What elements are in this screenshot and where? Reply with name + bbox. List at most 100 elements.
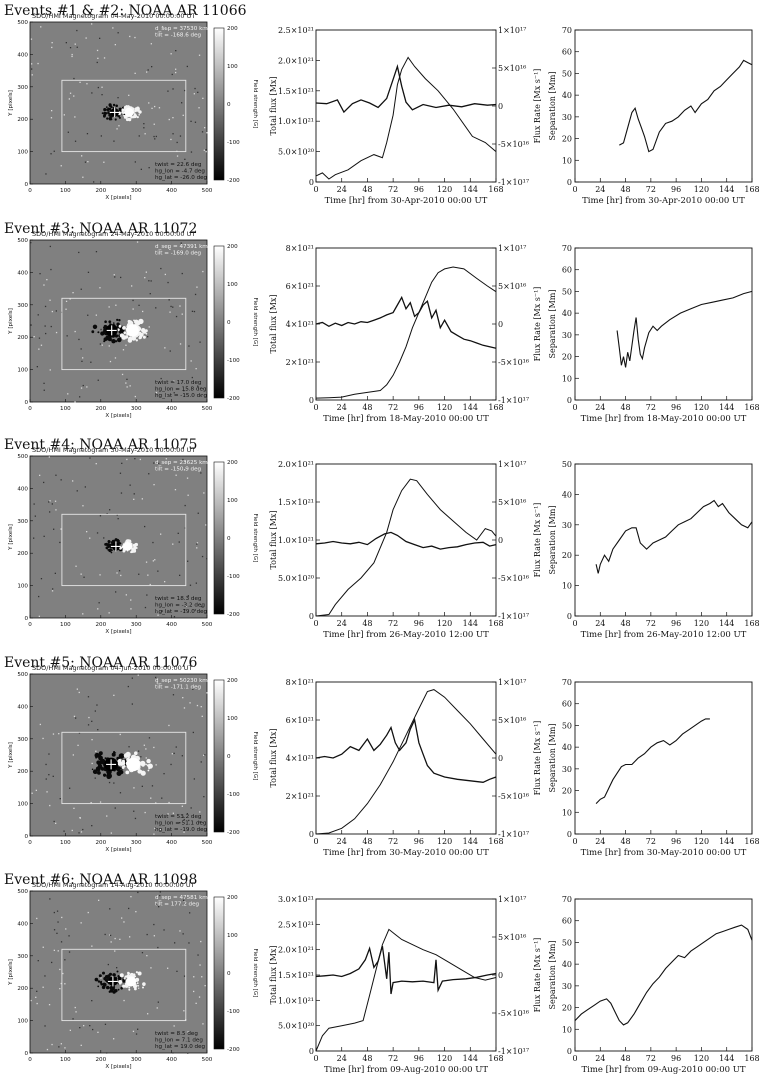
magnetogram-speck xyxy=(33,503,35,505)
magnetogram-speck xyxy=(68,935,70,937)
flux-ytick-label: 2.0×10²¹ xyxy=(278,460,314,469)
magnetogram-speck xyxy=(51,46,53,49)
active-region-box xyxy=(61,731,187,805)
positive-polarity-blob xyxy=(124,116,126,119)
magnetogram-speck xyxy=(98,899,100,901)
flux-xtick-label: 168 xyxy=(488,403,503,412)
magnetogram-xtick-label: 300 xyxy=(131,406,142,412)
magnetogram-speck xyxy=(131,285,133,287)
magnetogram-speck xyxy=(167,813,169,815)
magnetogram-speck xyxy=(91,1000,93,1002)
magnetogram-ytick-label: 0 xyxy=(24,616,28,622)
magnetogram-speck xyxy=(148,737,151,739)
positive-polarity-blob xyxy=(136,107,140,111)
magnetogram-speck xyxy=(149,583,151,586)
magnetogram-speck xyxy=(78,691,80,694)
flux-xtick-label: 144 xyxy=(463,1054,478,1063)
magnetogram-speck xyxy=(121,462,123,464)
magnetogram-speck xyxy=(179,135,182,137)
magnetogram-speck xyxy=(50,325,52,328)
magnetogram-speck xyxy=(187,595,189,597)
colorbar-tick-label: 0 xyxy=(227,971,231,977)
magnetogram-speck xyxy=(100,977,102,979)
magnetogram-speck xyxy=(155,307,157,309)
magnetogram-speck xyxy=(99,37,101,39)
magnetogram-speck xyxy=(160,533,162,535)
positive-polarity-blob xyxy=(126,116,128,118)
magnetogram-image xyxy=(29,673,208,837)
positive-polarity-blob xyxy=(117,761,122,766)
magnetogram-speck xyxy=(133,493,135,495)
negative-polarity-blob xyxy=(98,755,103,760)
magnetogram-speck xyxy=(61,916,63,919)
flux-rate-ylabel: Flux Rate [Mx s⁻¹] xyxy=(533,938,542,1013)
magnetogram-speck xyxy=(167,967,169,969)
magnetogram-speck xyxy=(138,304,140,306)
flux-xtick-label: 24 xyxy=(337,837,347,846)
magnetogram-speck xyxy=(48,501,50,503)
magnetogram-speck xyxy=(152,541,154,544)
magnetogram-speck xyxy=(63,830,65,832)
separation-ytick-label: 0 xyxy=(567,830,572,839)
colorbar-tick-label: 200 xyxy=(227,460,238,466)
magnetogram-speck xyxy=(176,970,178,972)
flux-rate-line xyxy=(315,295,497,349)
flux-ytick-label: 3.0×10²¹ xyxy=(278,895,314,904)
flux-xtick-label: 144 xyxy=(463,837,478,846)
magnetogram-speck xyxy=(117,32,119,34)
magnetogram-speck xyxy=(169,350,171,352)
magnetogram-speck xyxy=(168,801,170,804)
magnetogram-speck xyxy=(155,135,157,138)
magnetogram-speck xyxy=(204,127,206,129)
separation-line xyxy=(595,718,710,804)
magnetogram-speck xyxy=(196,542,199,544)
magnetogram-speck xyxy=(79,396,81,398)
magnetogram-speck xyxy=(134,817,137,820)
colorbar-tick-label: -100 xyxy=(227,358,240,364)
negative-polarity-blob xyxy=(109,548,111,551)
magnetogram-speck xyxy=(131,703,133,705)
magnetogram-ylabel: Y [pixels] xyxy=(8,90,14,117)
magnetogram-speck xyxy=(129,35,131,38)
magnetogram-ytick-label: 0 xyxy=(24,182,28,188)
separation-ytick-label: 50 xyxy=(562,721,572,730)
magnetogram-speck xyxy=(55,310,57,312)
positive-polarity-blob xyxy=(142,986,144,989)
magnetogram-title: SDO/HMI Magnetogram 14-Aug-2010 00:00:00… xyxy=(32,881,195,889)
magnetogram-speck xyxy=(91,825,93,827)
positive-polarity-blob xyxy=(125,770,130,775)
separation-xtick-label: 144 xyxy=(719,837,734,846)
magnetogram-speck xyxy=(163,929,165,931)
magnetogram-speck xyxy=(168,724,170,727)
magnetogram-speck xyxy=(43,284,45,286)
total-flux-line xyxy=(315,689,497,835)
total-flux-line xyxy=(315,56,497,180)
separation-ytick-label: 10 xyxy=(562,156,572,165)
separation-xtick-label: 48 xyxy=(620,185,630,194)
magnetogram-speck xyxy=(38,337,41,339)
negative-polarity-blob xyxy=(111,986,115,991)
negative-polarity-blob xyxy=(118,107,122,111)
magnetogram-speck xyxy=(201,395,204,397)
magnetogram-speck xyxy=(74,116,76,118)
magnetogram-speck xyxy=(134,36,136,39)
magnetogram-speck xyxy=(169,311,171,313)
flux-rate-ytick-label: 0 xyxy=(498,754,503,763)
magnetogram-speck xyxy=(190,120,192,122)
magnetogram-speck xyxy=(114,276,116,278)
magnetogram-speck xyxy=(139,458,141,461)
flux-rate-line xyxy=(315,945,497,995)
magnetogram-speck xyxy=(30,242,32,244)
flux-xtick-label: 24 xyxy=(337,403,347,412)
magnetogram-speck xyxy=(179,343,182,345)
magnetogram-speck xyxy=(138,573,140,575)
magnetogram-speck xyxy=(137,674,139,676)
magnetogram-speck xyxy=(190,807,192,809)
magnetogram-speck xyxy=(39,474,41,476)
magnetogram-speck xyxy=(196,547,198,549)
magnetogram-ylabel: Y [pixels] xyxy=(8,524,14,551)
magnetogram: SDO/HMI Magnetogram 04-May-2010 00:00:00… xyxy=(8,12,258,201)
centroid-marker xyxy=(110,541,121,552)
magnetogram-speck xyxy=(193,778,195,780)
